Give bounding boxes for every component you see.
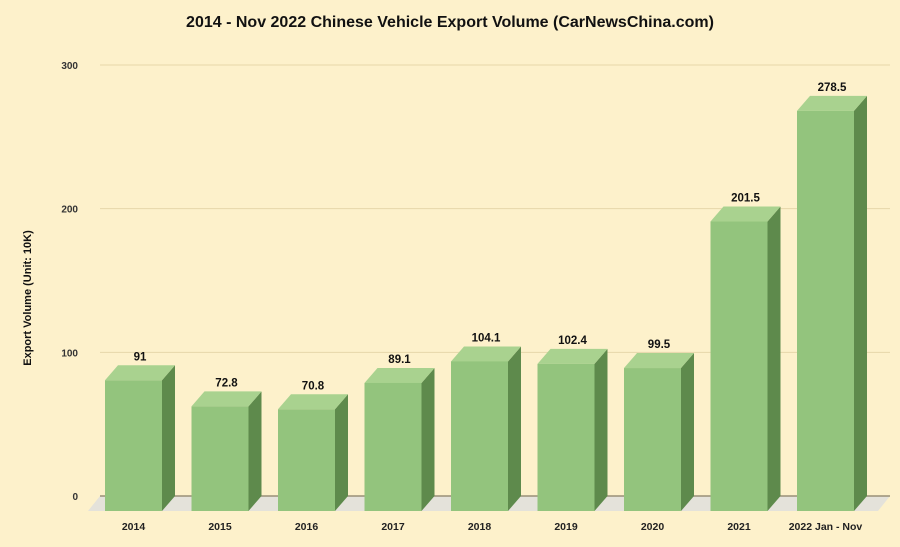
- bar: [451, 346, 521, 511]
- bar: [191, 391, 262, 511]
- bar-side: [248, 391, 262, 511]
- bar: [537, 348, 608, 511]
- x-tick-label: 2016: [295, 521, 319, 533]
- y-tick-label: 100: [61, 348, 78, 359]
- bar-top: [105, 365, 175, 381]
- data-label: 201.5: [731, 193, 760, 205]
- data-label: 70.8: [302, 380, 325, 392]
- x-tick-label: 2015: [208, 521, 232, 533]
- bar-side: [421, 367, 435, 511]
- bar: [797, 95, 867, 511]
- x-tick-label: 2017: [381, 521, 405, 533]
- x-tick-label: 2019: [554, 521, 578, 533]
- bar-top: [624, 353, 694, 369]
- bar-front: [451, 361, 508, 511]
- bar-side: [681, 353, 694, 511]
- y-tick-label: 0: [72, 492, 78, 503]
- bar-side: [162, 365, 175, 511]
- bar-top: [191, 391, 262, 407]
- y-tick-label: 200: [61, 205, 78, 216]
- data-label: 102.4: [558, 335, 587, 347]
- bar: [278, 394, 348, 511]
- bar-front: [624, 368, 681, 511]
- data-label: 99.5: [648, 339, 671, 351]
- bar: [624, 353, 694, 511]
- bar-top: [797, 95, 867, 111]
- x-tick-label: 2014: [122, 521, 146, 533]
- bar-front: [105, 380, 162, 511]
- bar-top: [278, 394, 348, 410]
- data-label: 72.8: [215, 377, 238, 389]
- bar-side: [854, 95, 867, 511]
- bar-front: [278, 409, 335, 511]
- bar: [105, 365, 175, 511]
- bar-front: [710, 221, 768, 512]
- x-tick-label: 2020: [641, 521, 665, 533]
- chart-title: 2014 - Nov 2022 Chinese Vehicle Export V…: [186, 14, 714, 31]
- data-label: 89.1: [388, 354, 411, 366]
- x-tick-label: 2021: [727, 521, 751, 533]
- bar-top: [710, 206, 781, 222]
- bar: [364, 367, 435, 511]
- bar-side: [767, 206, 781, 512]
- bar-top: [451, 346, 521, 362]
- bar-side: [508, 346, 521, 511]
- data-label: 104.1: [472, 332, 501, 344]
- data-label: 91: [134, 351, 147, 363]
- bar-front: [364, 382, 422, 511]
- bar-side: [594, 348, 608, 511]
- bar-front: [797, 110, 854, 511]
- bar-front: [191, 406, 249, 511]
- x-tick-label: 2022 Jan - Nov: [789, 521, 863, 533]
- bar-top: [364, 367, 435, 383]
- bar: [710, 206, 781, 512]
- data-label: 278.5: [818, 82, 847, 94]
- bar-side: [335, 394, 348, 511]
- bar-top: [537, 348, 608, 364]
- y-tick-label: 300: [61, 61, 78, 72]
- bar-front: [537, 363, 595, 511]
- x-tick-label: 2018: [468, 521, 492, 533]
